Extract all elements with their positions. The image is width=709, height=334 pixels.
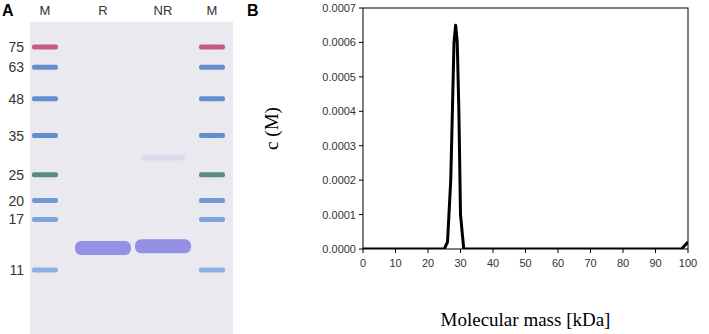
- distribution-line: [363, 25, 688, 249]
- y-tick-label: 0.0004: [322, 105, 356, 117]
- x-tick: [493, 249, 494, 253]
- protein-band: [75, 241, 131, 255]
- ladder-band: [199, 217, 225, 222]
- x-tick-label: 10: [389, 257, 401, 269]
- lane-label: NR: [154, 3, 173, 18]
- ladder-band: [199, 45, 225, 50]
- marker-label: 25: [8, 167, 24, 183]
- figure: A 75 63 48 35 25 20 17 11 M R NR M B 0.0000 0.0001 0.000…: [0, 0, 709, 334]
- panel-letter: B: [247, 2, 259, 19]
- plot-frame: [363, 8, 688, 249]
- x-tick: [460, 249, 461, 253]
- ladder-band: [199, 96, 225, 101]
- ladder-band: [32, 96, 58, 101]
- marker-label: 11: [9, 262, 24, 278]
- ladder-band: [32, 172, 58, 177]
- ladder-band: [199, 268, 225, 273]
- ladder-band: [199, 65, 225, 70]
- x-tick-label: 30: [454, 257, 466, 269]
- marker-label: 48: [8, 91, 24, 107]
- y-tick-label: 0.0006: [322, 36, 356, 48]
- ladder-band: [199, 172, 225, 177]
- x-tick: [525, 249, 526, 253]
- x-tick-label: 100: [679, 257, 697, 269]
- plot-area: [363, 25, 688, 249]
- x-tick-label: 70: [584, 257, 596, 269]
- protein-band: [135, 239, 191, 253]
- marker-label: 17: [8, 211, 24, 227]
- faint-band: [141, 154, 185, 160]
- lane-label: M: [40, 3, 51, 18]
- x-tick-label: 40: [487, 257, 499, 269]
- marker-label: 35: [8, 128, 24, 144]
- x-tick-label: 20: [422, 257, 434, 269]
- ladder-band: [32, 217, 58, 222]
- x-tick-label: 50: [519, 257, 531, 269]
- x-tick-label: 0: [360, 257, 366, 269]
- ladder-band: [199, 133, 225, 138]
- ladder-band: [199, 198, 225, 203]
- y-axis-title: c (M): [261, 107, 283, 150]
- y-tick: [359, 249, 363, 250]
- y-tick: [359, 111, 363, 112]
- marker-label: 75: [8, 39, 24, 55]
- x-tick: [623, 249, 624, 253]
- ladder-band: [32, 198, 58, 203]
- y-tick-label: 0.0005: [322, 71, 356, 83]
- lane-label: R: [98, 3, 107, 18]
- x-tick-label: 60: [552, 257, 564, 269]
- y-tick-label: 0.0000: [322, 243, 356, 255]
- x-tick: [395, 249, 396, 253]
- y-tick-label: 0.0001: [322, 209, 356, 221]
- lane-label: M: [207, 3, 218, 18]
- ladder-band: [32, 268, 58, 273]
- x-axis-title: Molecular mass [kDa]: [441, 309, 611, 330]
- marker-label: 20: [8, 193, 24, 209]
- x-tick: [655, 249, 656, 253]
- y-tick: [359, 214, 363, 215]
- ladder-band: [32, 45, 58, 50]
- y-tick: [359, 180, 363, 181]
- y-tick: [359, 42, 363, 43]
- x-tick: [363, 249, 364, 253]
- x-tick-label: 90: [649, 257, 661, 269]
- gel-background: [30, 22, 233, 334]
- y-tick-label: 0.0003: [322, 140, 356, 152]
- x-tick-label: 80: [617, 257, 629, 269]
- y-tick: [359, 145, 363, 146]
- panel-letter: A: [2, 2, 14, 19]
- ladder-band: [32, 65, 58, 70]
- y-tick-label: 0.0002: [322, 174, 356, 186]
- y-tick: [359, 8, 363, 9]
- x-tick: [558, 249, 559, 253]
- y-tick-label: 0.0007: [322, 2, 356, 14]
- marker-label: 63: [8, 59, 24, 75]
- x-tick: [428, 249, 429, 253]
- x-tick: [688, 249, 689, 253]
- y-tick: [359, 76, 363, 77]
- x-tick: [590, 249, 591, 253]
- ladder-band: [32, 133, 58, 138]
